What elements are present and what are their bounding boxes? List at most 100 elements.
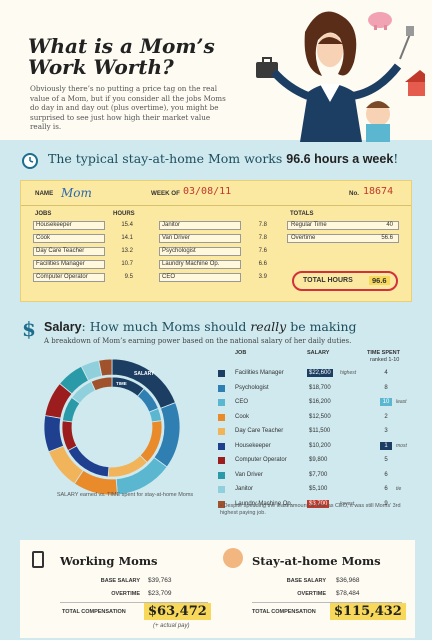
timecard-job: Facilities Manager <box>36 261 85 267</box>
salary-section: $ Salary: How much Moms should really be… <box>0 315 432 540</box>
time-rank: 6 <box>384 486 388 492</box>
salary-value: $9,800 <box>309 457 328 463</box>
timecard-total-label: Regular Time <box>291 222 327 228</box>
timecard-job: Psychologist <box>162 248 196 254</box>
name-label: NAME <box>35 190 54 197</box>
salary-footnote-text: Despite spending the least amount of tim… <box>220 503 401 516</box>
col-job-header: JOB <box>235 350 247 356</box>
salary-color-swatch <box>218 486 225 493</box>
salary-job: Laundry Machine Op. <box>235 500 293 507</box>
salary-job: Facilities Manager <box>235 370 284 376</box>
timecard-hours: 7.6 <box>258 248 267 254</box>
salary-row: Van Driver $7,700 6 <box>210 470 420 482</box>
working-overtime-value: $23,709 <box>148 590 172 597</box>
timecard-row <box>33 234 105 243</box>
salary-slice <box>43 415 65 453</box>
salary-slice <box>98 358 113 377</box>
timecard-hours: 14.1 <box>121 235 133 241</box>
compensation-comparison: Working Moms BASE SALARY $39,763 OVERTIM… <box>20 540 415 638</box>
time-rank: 10 <box>380 398 392 406</box>
salary-row: Facilities Manager $22,600 highest 4 <box>210 368 420 380</box>
salary-job: Cook <box>235 413 250 420</box>
salary-value: $11,500 <box>309 428 331 434</box>
timecard-total-value: 56.6 <box>381 235 393 241</box>
timecard-row <box>159 221 241 230</box>
timecard-job: Housekeeper <box>36 222 72 228</box>
timecard-total-value: 40 <box>386 222 393 228</box>
timecard-hours: 10.7 <box>121 261 133 267</box>
mom-illustration <box>256 11 425 142</box>
salary-table: JOB SALARY TIME SPENT ranked 1-10 Facili… <box>210 350 420 540</box>
timecard-hours: 7.8 <box>258 222 267 228</box>
donut-time-label: TIME <box>116 381 127 386</box>
working-moms-title: Working Moms <box>60 554 158 568</box>
stayhome-divider <box>252 602 402 603</box>
working-base-value: $39,763 <box>148 577 172 584</box>
salary-value: $7,700 <box>309 471 328 478</box>
donut-caption: SALARY earned vs. TIME spent for stay-at… <box>56 492 194 498</box>
salary-color-swatch <box>218 457 225 464</box>
page-title: What is a Mom’s Work Worth? <box>28 34 215 79</box>
stayhome-moms-title: Stay-at-home Moms <box>252 554 381 568</box>
salary-job: Housekeeper <box>235 442 271 449</box>
salary-row: Cook $12,500 2 <box>210 412 420 424</box>
salary-value: $18,700 <box>309 384 331 391</box>
time-rank: 5 <box>384 457 388 463</box>
salary-value: $16,200 <box>309 399 331 405</box>
salary-subheading: A breakdown of Mom’s earning power based… <box>44 337 352 345</box>
time-rank: 4 <box>384 370 388 376</box>
salary-row: CEO $16,200 10 least <box>210 397 420 409</box>
salary-footnote: • Despite spending the least amount of t… <box>220 503 401 516</box>
timecard: NAME Mom WEEK OF 03/08/11 No. 18674 JOBS… <box>20 180 412 302</box>
time-rank-note: tie <box>396 486 402 492</box>
salary-row: Laundry Machine Op. $3,700 lowest 9 <box>210 499 420 511</box>
stay-at-home-mom-icon <box>223 548 243 568</box>
salary-job: CEO <box>235 399 249 405</box>
hours-heading: The typical stay-at-home Mom works 96.6 … <box>48 151 398 166</box>
mom-figure <box>270 11 402 142</box>
week-value: 03/08/11 <box>183 186 232 197</box>
hours-heading-suffix: ! <box>393 151 399 166</box>
timecard-hours: 7.8 <box>258 235 267 241</box>
salary-value: $3,700 <box>307 499 330 508</box>
salary-color-swatch <box>218 428 225 435</box>
timecard-job: Janitor <box>162 222 181 228</box>
working-total-note: (+ actual pay) <box>153 623 190 629</box>
salary-value: $12,500 <box>309 413 331 420</box>
salary-job: Day Care Teacher <box>235 428 284 434</box>
house-icon <box>405 70 425 96</box>
salary-value: $5,100 <box>309 486 328 492</box>
timecard-job: Cook <box>36 235 51 241</box>
time-rank: 6 <box>384 471 388 478</box>
time-rank: 2 <box>384 413 388 420</box>
col-salary-header: SALARY <box>307 350 330 356</box>
timecard-job: Day Care Teacher <box>36 248 85 254</box>
working-base-label: BASE SALARY <box>100 578 140 584</box>
salary-heading-end: be making <box>286 319 357 334</box>
timecard-row <box>159 247 241 256</box>
total-hours-label: TOTAL HOURS <box>303 277 353 284</box>
spatula-icon <box>399 26 414 60</box>
timecard-hours: 6.6 <box>258 261 267 267</box>
time-rank: 9 <box>384 500 388 507</box>
timecard-job: CEO <box>162 274 176 280</box>
salary-job: Psychologist <box>235 384 269 391</box>
salary-row: Janitor $5,100 6 tie <box>210 484 420 496</box>
dollar-icon: $ <box>22 317 36 341</box>
col-time-header: TIME SPENT <box>367 350 401 356</box>
timecard-job: Van Driver <box>162 235 190 241</box>
time-rank: 1 <box>380 441 392 450</box>
timecard-top-row: NAME Mom WEEK OF 03/08/11 No. 18674 <box>21 181 411 206</box>
timecard-row <box>159 234 241 243</box>
timecard-job: Laundry Machine Op. <box>162 261 220 267</box>
header-section: What is a Mom’s Work Worth? Obviously th… <box>0 0 432 142</box>
salary-heading: Salary: How much Moms should really be m… <box>44 319 357 334</box>
salary-color-swatch <box>218 500 225 508</box>
timecard-row <box>159 273 241 282</box>
timecard-row <box>33 247 105 256</box>
intro-text: Obviously there’s no putting a price tag… <box>30 84 226 131</box>
time-rank: 3 <box>384 428 388 434</box>
timecard-hours: 13.2 <box>121 248 133 254</box>
piggy-bank-icon <box>368 12 392 30</box>
